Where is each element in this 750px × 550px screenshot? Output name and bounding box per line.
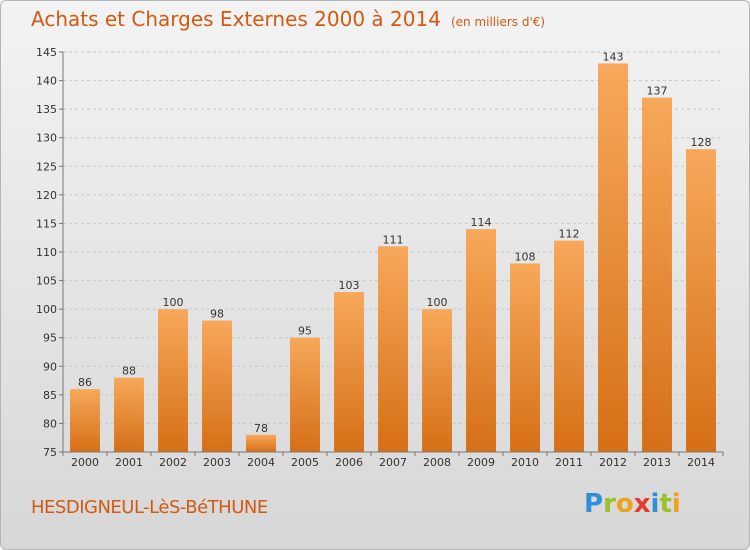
y-tick-label: 120 bbox=[36, 189, 57, 202]
logo-letter: t bbox=[659, 489, 672, 519]
x-tick-label: 2000 bbox=[71, 456, 99, 469]
x-tick-label: 2001 bbox=[115, 456, 143, 469]
bar-2001 bbox=[114, 377, 144, 452]
x-tick-label: 2002 bbox=[159, 456, 187, 469]
bar-value-label: 100 bbox=[163, 296, 184, 309]
x-tick-label: 2005 bbox=[291, 456, 319, 469]
x-tick-label: 2003 bbox=[203, 456, 231, 469]
x-tick-label: 2006 bbox=[335, 456, 363, 469]
y-tick-label: 100 bbox=[36, 303, 57, 316]
y-tick-label: 115 bbox=[36, 217, 57, 230]
bar-value-label: 78 bbox=[254, 422, 268, 435]
bar-2004 bbox=[246, 434, 276, 452]
value-labels: 86 88 100 98 78 95 103 111 100 114 108 112 143 137 128 bbox=[78, 50, 712, 434]
y-tick-label: 95 bbox=[43, 332, 57, 345]
logo-letter: r bbox=[603, 489, 616, 519]
x-tick-label: 2012 bbox=[599, 456, 627, 469]
logo-letter: x bbox=[633, 489, 651, 519]
bar-2009 bbox=[466, 229, 496, 452]
y-tick-label: 85 bbox=[43, 389, 57, 402]
x-tick-label: 2010 bbox=[511, 456, 539, 469]
bar-value-label: 111 bbox=[383, 233, 404, 246]
axes: 75 80 85 90 95 100 105 110 115 120 125 130 135 140 145… bbox=[36, 46, 724, 469]
y-tick-label: 80 bbox=[43, 417, 57, 430]
x-tick-label: 2014 bbox=[687, 456, 715, 469]
x-tick-label: 2011 bbox=[555, 456, 583, 469]
logo-letter: P bbox=[584, 489, 604, 519]
bar-value-label: 128 bbox=[691, 136, 712, 149]
chart-unit: (en milliers d'€) bbox=[450, 15, 546, 29]
x-tick-label: 2004 bbox=[247, 456, 275, 469]
bar-2000 bbox=[70, 389, 100, 452]
y-tick-label: 90 bbox=[43, 360, 57, 373]
bar-2011 bbox=[554, 240, 584, 452]
bar-value-label: 86 bbox=[78, 376, 92, 389]
y-tick-label: 75 bbox=[43, 446, 57, 459]
bar-value-label: 98 bbox=[210, 308, 224, 321]
logo-letter: i bbox=[650, 489, 660, 519]
y-tick-label: 105 bbox=[36, 275, 57, 288]
logo-letter: i bbox=[671, 489, 681, 519]
bar-value-label: 103 bbox=[339, 279, 360, 292]
bar-2012 bbox=[598, 63, 628, 453]
bar-2005 bbox=[290, 337, 320, 452]
chart-title: Achats et Charges Externes 2000 à 2014 (e… bbox=[31, 7, 545, 31]
logo-letter: o bbox=[615, 489, 634, 519]
bars bbox=[70, 63, 716, 453]
y-tick-label: 125 bbox=[36, 160, 57, 173]
bar-2003 bbox=[202, 320, 232, 452]
bar-2007 bbox=[378, 246, 408, 452]
bar-value-label: 108 bbox=[515, 250, 536, 263]
bar-value-label: 114 bbox=[471, 216, 492, 229]
bar-2014 bbox=[686, 149, 716, 452]
y-tick-label: 130 bbox=[36, 132, 57, 145]
bar-value-label: 137 bbox=[647, 85, 668, 98]
bar-2006 bbox=[334, 292, 364, 452]
x-tick-label: 2007 bbox=[379, 456, 407, 469]
y-tick-label: 135 bbox=[36, 103, 57, 116]
bar-2008 bbox=[422, 309, 452, 452]
x-tick-label: 2013 bbox=[643, 456, 671, 469]
bar-value-label: 100 bbox=[427, 296, 448, 309]
bar-value-label: 88 bbox=[122, 365, 136, 378]
bar-value-label: 112 bbox=[559, 228, 580, 241]
bar-2010 bbox=[510, 263, 540, 452]
proxiti-logo: Proxiti bbox=[584, 489, 681, 519]
x-tick-label: 2008 bbox=[423, 456, 451, 469]
y-tick-label: 145 bbox=[36, 46, 57, 59]
commune-name: HESDIGNEUL-LèS-BéTHUNE bbox=[31, 497, 268, 518]
y-tick-label: 140 bbox=[36, 75, 57, 88]
x-tick-label: 2009 bbox=[467, 456, 495, 469]
chart-title-text: Achats et Charges Externes 2000 à 2014 bbox=[31, 7, 441, 31]
bar-value-label: 95 bbox=[298, 325, 312, 338]
bar-2002 bbox=[158, 309, 188, 452]
bar-value-label: 143 bbox=[603, 50, 624, 63]
y-tick-label: 110 bbox=[36, 246, 57, 259]
bar-2013 bbox=[642, 97, 672, 452]
